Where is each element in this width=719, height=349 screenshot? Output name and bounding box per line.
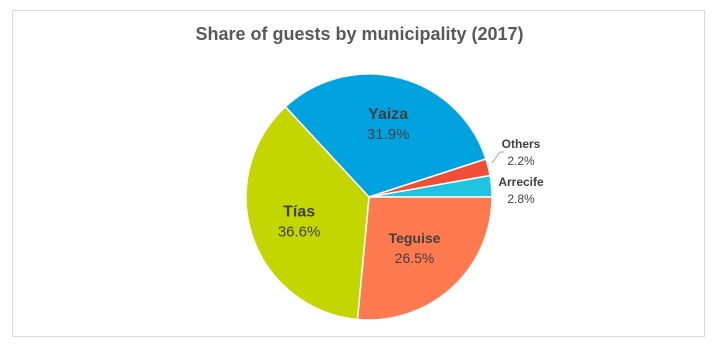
slice-label-value: 2.2%: [507, 154, 535, 168]
leader-line-others: [491, 151, 504, 164]
slice-label-name: Teguise: [389, 230, 441, 246]
slice-label-value: 2.8%: [507, 192, 535, 206]
slice-label-value: 36.6%: [278, 224, 321, 241]
pie-slices: [245, 73, 493, 321]
slice-label-value: 26.5%: [395, 250, 435, 266]
slice-label-value: 31.9%: [367, 126, 410, 143]
pie-slice-tias: [245, 105, 370, 321]
slice-label-name: Others: [502, 137, 541, 151]
leader-lines: [491, 151, 504, 164]
chart-title: Share of guests by municipality (2017): [195, 24, 524, 44]
slice-label-name: Yaiza: [368, 106, 408, 123]
pie-slice-teguise: [356, 196, 493, 321]
slice-labels: Yaiza 31.9% Others 2.2% Arrecife 2.8% Teguise 2…: [278, 106, 544, 266]
slice-label-name: Arrecife: [498, 175, 544, 189]
slice-label-name: Tías: [283, 204, 315, 221]
pie-slice-yaiza: [284, 73, 487, 198]
